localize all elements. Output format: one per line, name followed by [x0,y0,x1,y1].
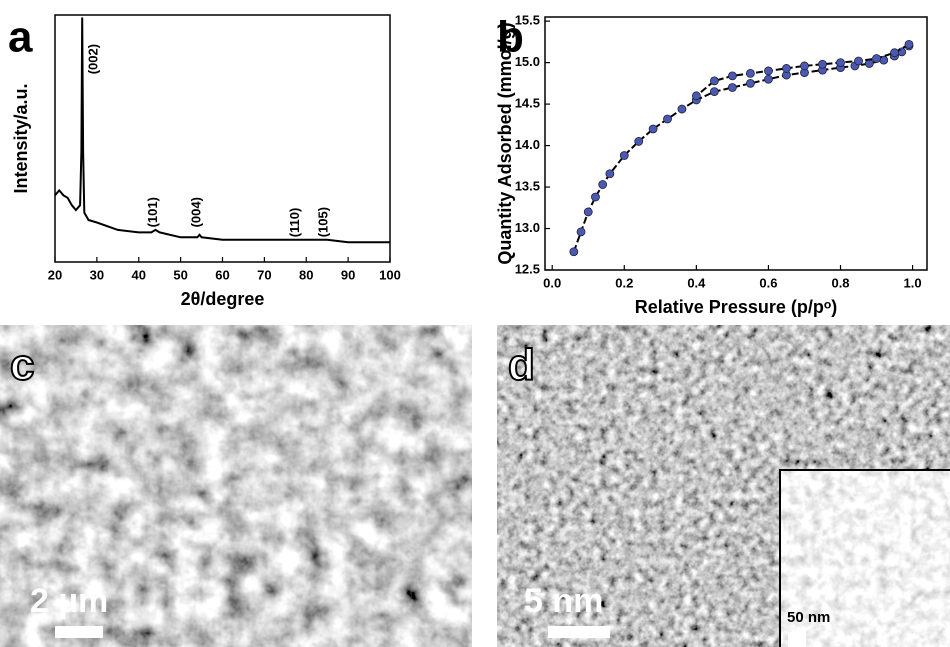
data-point [800,62,808,70]
y-axis-label: Intensity/a.u. [11,83,31,193]
data-point [905,40,913,48]
y-tick-label: 14.5 [515,96,540,111]
data-point [891,49,899,57]
tem-image: d 5 nm 50 nm [497,325,950,647]
data-point [649,125,657,133]
data-point [782,64,790,72]
x-tick-label: 80 [299,267,313,282]
peak-label: (004) [188,197,203,227]
data-point [764,67,772,75]
sem-image: c 2 µm [0,325,472,647]
data-point [746,79,754,87]
y-tick-label: 15.5 [515,13,540,28]
data-point [584,208,592,216]
data-point [710,88,718,96]
y-tick-label: 14.0 [515,137,540,152]
x-tick-label: 30 [90,267,104,282]
x-axis-label: Relative Pressure (p/pᵒ) [635,297,837,317]
data-point [746,69,754,77]
data-point [570,248,578,256]
isotherm-line [574,46,909,252]
data-point [577,228,585,236]
y-tick-label: 15.0 [515,54,540,69]
panel-letter: a [8,13,33,62]
peak-label: (110) [287,208,302,238]
data-point [692,92,700,100]
x-tick-label: 0.8 [831,275,849,290]
data-point [728,72,736,80]
y-tick-label: 13.5 [515,178,540,193]
data-point [606,170,614,178]
data-point [635,137,643,145]
scale-bar-label: 2 µm [30,582,108,620]
y-axis-label: Quantity Adsorbed (mmol/g) [495,22,515,264]
peak-label: (002) [85,44,100,74]
x-tick-label: 100 [379,267,401,282]
data-point [837,59,845,67]
panel-letter: d [508,341,535,390]
x-tick-label: 0.0 [543,275,561,290]
data-point [728,84,736,92]
x-tick-label: 0.2 [615,275,633,290]
data-point [764,75,772,83]
x-tick-label: 0.6 [759,275,777,290]
x-tick-label: 40 [132,267,146,282]
y-tick-label: 12.5 [515,261,540,276]
panel-letter: c [10,341,34,390]
x-tick-label: 90 [341,267,355,282]
x-tick-label: 1.0 [904,275,922,290]
inset-scale-bar-label: 50 nm [787,609,830,626]
x-tick-label: 20 [48,267,62,282]
x-tick-label: 70 [257,267,271,282]
scale-bar-label: 5 nm [524,582,603,620]
data-point [818,60,826,68]
data-point [678,105,686,113]
x-axis-label: 2θ/degree [181,289,265,309]
figure: c 2 µm d 5 nm 50 nm a 20 30 40 50 60 70 80 90 100… [0,0,950,647]
x-tick-label: 50 [173,267,187,282]
data-point [664,115,672,123]
data-point [873,54,881,62]
x-tick-label: 0.4 [687,275,706,290]
data-point [710,77,718,85]
plot-frame [545,17,927,270]
xrd-line [55,18,390,243]
y-tick-label: 13.0 [515,220,540,235]
data-point [855,57,863,65]
peak-label: (101) [145,197,160,227]
data-point [591,193,599,201]
x-tick-label: 60 [215,267,229,282]
data-point [599,181,607,189]
peak-label: (105) [315,207,330,237]
data-point [620,152,628,160]
